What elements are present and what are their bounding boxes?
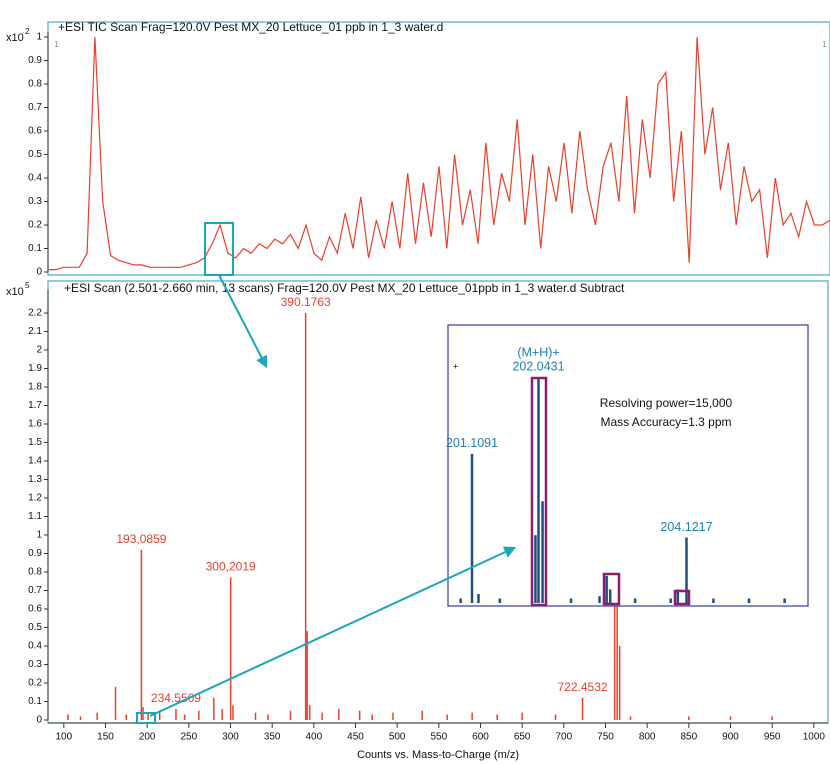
y-tick-label: 1 bbox=[36, 32, 42, 43]
trace bbox=[48, 36, 830, 271]
x-tick-label: 800 bbox=[639, 732, 656, 743]
y-tick-label: 1.7 bbox=[28, 400, 42, 411]
x-tick-label: 1000 bbox=[803, 732, 826, 743]
peak-label: 204.1217 bbox=[660, 520, 712, 534]
y-tick-label: 0.3 bbox=[28, 196, 42, 207]
y-tick-label: 0.9 bbox=[28, 55, 42, 66]
y-tick-label: 0.6 bbox=[28, 604, 42, 615]
x-tick-label: 600 bbox=[472, 732, 489, 743]
inset-note: Resolving power=15,000 bbox=[600, 396, 733, 410]
x-tick-label: 650 bbox=[514, 732, 531, 743]
peak-box bbox=[530, 376, 548, 607]
y-tick-label: 1.9 bbox=[28, 363, 42, 374]
arrow bbox=[218, 274, 268, 369]
peak-label: 201.1091 bbox=[446, 436, 498, 450]
x-tick-label: 200 bbox=[139, 732, 156, 743]
y-tick-label: 1 bbox=[36, 530, 42, 541]
y-tick-label: 0.3 bbox=[28, 659, 42, 670]
y-tick-label: 0.5 bbox=[28, 149, 42, 160]
peak-box bbox=[602, 572, 621, 606]
y-tick-label: 0.6 bbox=[28, 126, 42, 137]
x-tick-label: 400 bbox=[305, 732, 322, 743]
y-tick-label: 0.2 bbox=[28, 220, 42, 231]
x-tick-label: 500 bbox=[389, 732, 406, 743]
peak-header: (M+H)+ bbox=[517, 345, 559, 359]
y-tick-label: 1.2 bbox=[28, 493, 42, 504]
chart-title: +ESI TIC Scan Frag=120.0V Pest MX_20 Let… bbox=[58, 20, 443, 34]
highlight-box bbox=[136, 712, 156, 724]
peak-label: 300,2019 bbox=[206, 560, 256, 574]
peak-box bbox=[673, 589, 691, 606]
y-tick-label: 0.7 bbox=[28, 102, 42, 113]
panel-frame bbox=[47, 21, 830, 276]
y-tick-label: 1.3 bbox=[28, 474, 42, 485]
inset-note: Mass Accuracy=1.3 ppm bbox=[600, 415, 731, 429]
y-tick-label: 0.7 bbox=[28, 585, 42, 596]
y-tick-label: 1.5 bbox=[28, 437, 42, 448]
peak-label: 722.4532 bbox=[558, 680, 608, 694]
x-tick-label: 750 bbox=[597, 732, 614, 743]
y-tick-label: 0.2 bbox=[28, 678, 42, 689]
peak-label: 202.0431 bbox=[512, 359, 564, 373]
y-multiplier-exponent: 2 bbox=[25, 27, 30, 36]
x-tick-label: 950 bbox=[764, 732, 781, 743]
y-tick-label: 0.4 bbox=[28, 173, 42, 184]
y-tick-label: 0.1 bbox=[28, 243, 42, 254]
x-tick-label: 250 bbox=[180, 732, 197, 743]
x-tick-label: 100 bbox=[55, 732, 72, 743]
y-tick-label: 0.8 bbox=[28, 567, 42, 578]
chart-title: +ESI Scan (2.501-2.660 min, 13 scans) Fr… bbox=[64, 281, 625, 295]
arrow bbox=[149, 546, 517, 717]
corner-label: 1 bbox=[822, 40, 827, 49]
y-tick-label: 0.1 bbox=[28, 696, 42, 707]
y-tick-label: 2 bbox=[36, 345, 42, 356]
inset-marker: + bbox=[453, 361, 458, 371]
x-tick-label: 550 bbox=[430, 732, 447, 743]
y-tick-label: 0 bbox=[36, 267, 42, 278]
y-tick-label: 2.1 bbox=[28, 326, 42, 337]
y-multiplier-exponent: 5 bbox=[25, 281, 30, 290]
peak-label: 234.5509 bbox=[151, 691, 201, 705]
chart: +ESI TIC Scan Frag=120.0V Pest MX_20 Let… bbox=[6, 20, 830, 278]
x-tick-label: 850 bbox=[680, 732, 697, 743]
chart: +ESI Scan (2.501-2.660 min, 13 scans) Fr… bbox=[6, 280, 829, 761]
inset-frame bbox=[447, 324, 809, 607]
y-tick-label: 0.8 bbox=[28, 79, 42, 90]
x-tick-label: 300 bbox=[222, 732, 239, 743]
chart: +201.1091 202.0431(M+H)+ 204.1217 Resolving… bbox=[446, 324, 809, 607]
x-tick-label: 350 bbox=[264, 732, 281, 743]
y-tick-label: 0.4 bbox=[28, 641, 42, 652]
y-tick-label: 1.6 bbox=[28, 419, 42, 430]
y-multiplier: x10 bbox=[6, 32, 24, 44]
x-tick-label: 900 bbox=[722, 732, 739, 743]
x-tick-label: 700 bbox=[555, 732, 572, 743]
y-tick-label: 1.8 bbox=[28, 382, 42, 393]
corner-label: 1 bbox=[54, 40, 59, 49]
y-tick-label: 1.4 bbox=[28, 456, 42, 467]
x-axis-label: Counts vs. Mass-to-Charge (m/z) bbox=[357, 749, 519, 761]
y-tick-label: 1.1 bbox=[28, 511, 42, 522]
x-tick-label: 450 bbox=[347, 732, 364, 743]
y-tick-label: 0.5 bbox=[28, 622, 42, 633]
y-multiplier: x10 bbox=[6, 286, 24, 298]
overlay bbox=[136, 222, 691, 724]
y-tick-label: 0.9 bbox=[28, 548, 42, 559]
y-tick-label: 2.2 bbox=[28, 308, 42, 319]
y-tick-label: 0 bbox=[36, 715, 42, 726]
peak-label: 390.1763 bbox=[281, 295, 331, 309]
x-tick-label: 150 bbox=[97, 732, 114, 743]
peak-label: 193,0859 bbox=[116, 532, 166, 546]
